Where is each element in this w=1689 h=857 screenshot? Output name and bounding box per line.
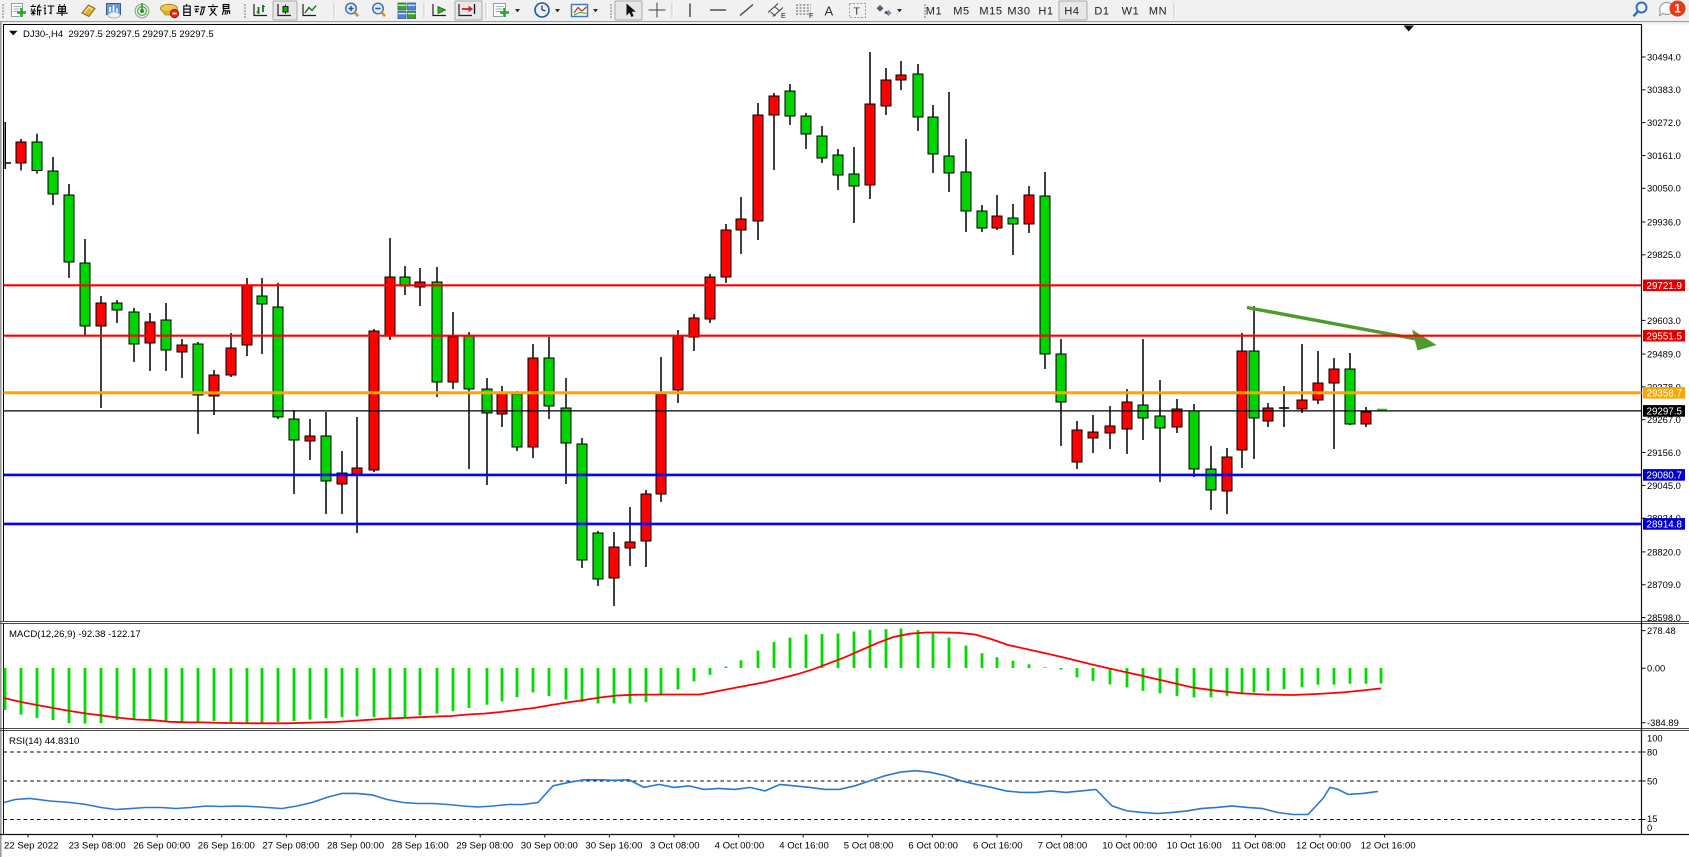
svg-text:12 Oct 00:00: 12 Oct 00:00 (1296, 841, 1351, 852)
svg-text:1: 1 (1674, 4, 1681, 16)
svg-text:6 Oct 16:00: 6 Oct 16:00 (973, 841, 1023, 852)
svg-text:RSI(14) 44.8310: RSI(14) 44.8310 (9, 736, 79, 747)
svg-text:29936.0: 29936.0 (1647, 216, 1681, 227)
svg-text:F: F (809, 13, 813, 20)
svg-text:30383.0: 30383.0 (1647, 84, 1681, 95)
svg-text:50: 50 (1647, 775, 1657, 786)
svg-text:A: A (825, 4, 834, 19)
svg-text:23 Sep 08:00: 23 Sep 08:00 (69, 841, 126, 852)
svg-text:0.00: 0.00 (1647, 663, 1665, 674)
svg-text:4 Oct 00:00: 4 Oct 00:00 (715, 841, 765, 852)
svg-text:30 Sep 00:00: 30 Sep 00:00 (521, 841, 578, 852)
svg-text:100: 100 (1647, 732, 1663, 743)
svg-text:10 Oct 00:00: 10 Oct 00:00 (1102, 841, 1157, 852)
svg-text:29045.0: 29045.0 (1647, 480, 1681, 491)
svg-text:30050.0: 30050.0 (1647, 183, 1681, 194)
svg-text:T: T (854, 6, 861, 18)
svg-text:28820.0: 28820.0 (1647, 546, 1681, 557)
svg-text:22 Sep 2022: 22 Sep 2022 (4, 841, 58, 852)
svg-text:26 Sep 00:00: 26 Sep 00:00 (133, 841, 190, 852)
svg-text:29721.9: 29721.9 (1647, 281, 1682, 292)
svg-text:29267.0: 29267.0 (1647, 414, 1681, 425)
svg-text:M5: M5 (953, 6, 969, 18)
svg-text:30 Sep 16:00: 30 Sep 16:00 (585, 841, 642, 852)
svg-text:28709.0: 28709.0 (1647, 579, 1681, 590)
svg-text:27 Sep 08:00: 27 Sep 08:00 (262, 841, 319, 852)
svg-text:M15: M15 (979, 6, 1002, 18)
svg-text:29825.0: 29825.0 (1647, 249, 1681, 260)
svg-text:D1: D1 (1094, 6, 1109, 18)
svg-text:H4: H4 (1064, 6, 1079, 18)
svg-text:E: E (781, 13, 786, 20)
svg-text:12 Oct 16:00: 12 Oct 16:00 (1361, 841, 1416, 852)
svg-text:29603.0: 29603.0 (1647, 315, 1681, 326)
svg-text:29297.5: 29297.5 (1647, 407, 1683, 418)
svg-text:26 Sep 16:00: 26 Sep 16:00 (198, 841, 255, 852)
svg-text:30272.0: 30272.0 (1647, 117, 1681, 128)
svg-text:28 Sep 16:00: 28 Sep 16:00 (392, 841, 449, 852)
svg-text:MACD(12,26,9) -92.38 -122.17: MACD(12,26,9) -92.38 -122.17 (9, 629, 141, 640)
svg-text:H1: H1 (1038, 6, 1053, 18)
svg-text:28914.8: 28914.8 (1647, 520, 1683, 531)
svg-text:80: 80 (1647, 746, 1657, 757)
svg-text:29156.0: 29156.0 (1647, 447, 1681, 458)
svg-text:M30: M30 (1007, 6, 1030, 18)
svg-text:10 Oct 16:00: 10 Oct 16:00 (1167, 841, 1222, 852)
svg-text:28598.0: 28598.0 (1647, 612, 1681, 623)
svg-text:29358.7: 29358.7 (1647, 388, 1682, 399)
svg-text:29080.7: 29080.7 (1647, 471, 1682, 482)
svg-text:278.48: 278.48 (1647, 625, 1676, 636)
svg-text:7 Oct 08:00: 7 Oct 08:00 (1038, 841, 1088, 852)
svg-text:DJ30-,H4 29297.5 29297.5 2929: DJ30-,H4 29297.5 29297.5 29297.5 29297.5 (23, 29, 214, 40)
svg-text:MN: MN (1149, 6, 1167, 18)
svg-text:29378.0: 29378.0 (1647, 381, 1681, 392)
svg-text:29 Sep 08:00: 29 Sep 08:00 (456, 841, 513, 852)
svg-text:29489.0: 29489.0 (1647, 349, 1681, 360)
svg-text:0: 0 (1647, 822, 1652, 833)
svg-text:M1: M1 (926, 6, 942, 18)
svg-text:11 Oct 08:00: 11 Oct 08:00 (1231, 841, 1285, 852)
svg-text:5 Oct 08:00: 5 Oct 08:00 (844, 841, 894, 852)
svg-text:-384.89: -384.89 (1647, 717, 1679, 728)
svg-text:15: 15 (1647, 813, 1657, 824)
svg-text:30494.0: 30494.0 (1647, 51, 1681, 62)
svg-text:3 Oct 08:00: 3 Oct 08:00 (650, 841, 700, 852)
svg-text:28 Sep 00:00: 28 Sep 00:00 (327, 841, 384, 852)
svg-text:4 Oct 16:00: 4 Oct 16:00 (779, 841, 829, 852)
svg-text:W1: W1 (1122, 6, 1140, 18)
svg-text:30161.0: 30161.0 (1647, 150, 1681, 161)
svg-text:6 Oct 00:00: 6 Oct 00:00 (908, 841, 958, 852)
svg-text:29551.5: 29551.5 (1647, 331, 1683, 342)
